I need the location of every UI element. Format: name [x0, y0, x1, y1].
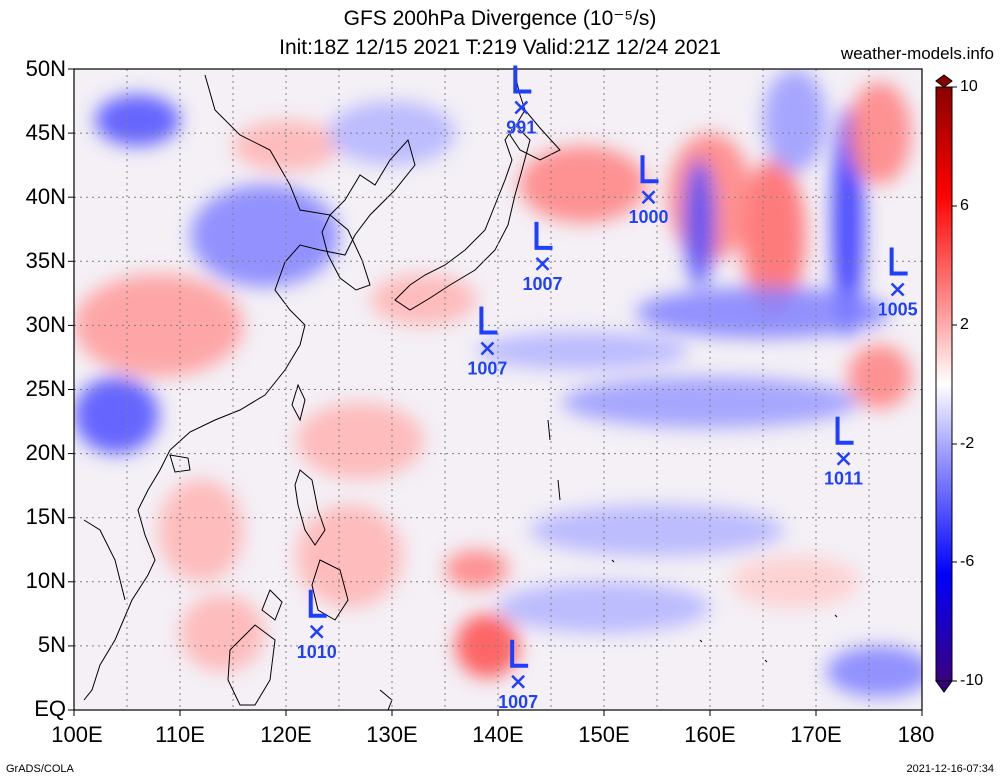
- lat-label: 10N: [25, 568, 66, 593]
- colorbar-label: 2: [960, 316, 969, 333]
- divergence-field: [74, 69, 922, 698]
- lon-label: 180: [897, 722, 935, 747]
- low-pressure-center: 991: [506, 65, 537, 138]
- convergence-area: [74, 376, 159, 454]
- convergence-area: [763, 69, 827, 172]
- divergence-area: [455, 613, 520, 678]
- convergence-area: [476, 331, 689, 371]
- lat-label: 45N: [25, 120, 66, 145]
- low-pressure-markers: 991 1000 1007 1005 1007 1011 1010 1007: [296, 65, 918, 712]
- low-pressure-value: 991: [506, 117, 536, 137]
- colorbar-label: -2: [960, 435, 975, 452]
- divergence-area: [519, 145, 647, 223]
- low-center-x: [836, 451, 851, 466]
- divergence-area: [233, 120, 339, 172]
- low-pressure-center: 1005: [877, 247, 918, 320]
- low-L-symbol: [889, 247, 908, 276]
- lon-label: 100E: [51, 722, 103, 747]
- lat-label: 25N: [25, 376, 66, 401]
- low-center-x: [514, 100, 529, 115]
- convergence-area: [498, 581, 710, 634]
- lat-label: 20N: [25, 440, 66, 465]
- lon-label: 120E: [260, 722, 312, 747]
- lon-label: 130E: [366, 722, 418, 747]
- graticule: [74, 69, 922, 710]
- low-pressure-value: 1000: [628, 207, 668, 227]
- low-pressure-value: 1011: [824, 469, 863, 489]
- coastlines: [83, 74, 838, 710]
- low-center-x: [535, 256, 550, 271]
- lon-label: 140E: [472, 722, 524, 747]
- lon-label: 150E: [578, 722, 630, 747]
- convergence-area: [529, 504, 785, 557]
- low-pressure-value: 1010: [297, 642, 337, 662]
- colorbar-ramp: [935, 86, 953, 682]
- divergence-area: [296, 402, 424, 480]
- low-pressure-value: 1007: [467, 358, 507, 378]
- map-title: GFS 200hPa Divergence (10⁻⁵/s): [343, 7, 657, 30]
- divergence-area: [158, 479, 244, 582]
- low-L-symbol: [534, 221, 553, 250]
- low-L-symbol: [510, 639, 529, 668]
- lon-label: 170E: [790, 722, 842, 747]
- colorbar: [935, 74, 957, 693]
- convergence-area: [683, 158, 716, 287]
- lon-label: 160E: [684, 722, 736, 747]
- lat-label: EQ: [34, 696, 66, 721]
- convergence-area: [635, 286, 891, 339]
- low-pressure-center: 1010: [296, 589, 337, 662]
- divergence-area: [847, 344, 912, 409]
- colorbar-bottom-arrow: [935, 680, 953, 693]
- low-pressure-center: 1011: [824, 416, 863, 489]
- lon-label: 110E: [155, 722, 205, 747]
- generated-timestamp: 2021-12-16-07:34: [906, 763, 994, 775]
- divergence-area: [445, 549, 509, 589]
- low-L-symbol: [308, 589, 327, 618]
- site-credit: weather-models.info: [840, 44, 994, 63]
- divergence-area: [180, 594, 265, 672]
- low-L-symbol: [479, 306, 498, 335]
- convergence-area: [561, 376, 859, 428]
- colorbar-top-arrow: [935, 74, 953, 88]
- low-L-symbol: [513, 65, 532, 94]
- lat-label: 40N: [25, 184, 66, 209]
- low-center-x: [511, 674, 526, 689]
- low-center-x: [641, 190, 656, 205]
- axis-ticks: [68, 68, 923, 716]
- colorbar-label: -6: [960, 553, 975, 570]
- low-center-x: [890, 282, 905, 297]
- low-pressure-center: 1000: [628, 155, 669, 227]
- divergence-area: [370, 274, 477, 326]
- low-L-symbol: [640, 155, 659, 184]
- low-pressure-value: 1005: [878, 300, 918, 320]
- low-pressure-value: 1007: [498, 692, 538, 712]
- lat-label: 30N: [25, 312, 66, 337]
- low-center-x: [480, 341, 495, 356]
- convergence-area: [95, 94, 180, 146]
- divergence-area: [296, 504, 403, 608]
- software-credit: GrADS/COLA: [6, 763, 74, 775]
- low-pressure-value: 1007: [522, 274, 562, 294]
- low-pressure-center: 1007: [522, 221, 563, 294]
- colorbar-label: 10: [960, 78, 978, 95]
- lat-label: 15N: [25, 504, 66, 529]
- colorbar-label: 6: [960, 197, 969, 214]
- map-subtitle: Init:18Z 12/15 2021 T:219 Valid:21Z 12/2…: [279, 36, 721, 59]
- low-center-x: [309, 624, 324, 639]
- convergence-area: [190, 184, 339, 287]
- low-pressure-center: 1007: [498, 639, 538, 712]
- colorbar-label: -10: [960, 672, 984, 689]
- low-pressure-center: 1007: [467, 306, 508, 379]
- lat-label: 5N: [37, 632, 66, 657]
- convergence-area: [826, 645, 922, 698]
- low-L-symbol: [835, 416, 854, 445]
- lat-label: 50N: [25, 56, 66, 81]
- lat-label: 35N: [25, 248, 66, 273]
